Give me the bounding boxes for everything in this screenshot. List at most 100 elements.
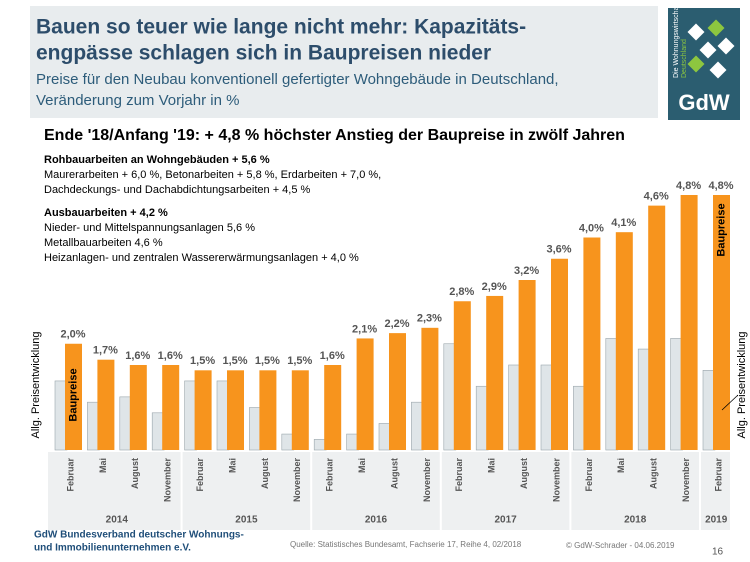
value-label: 4,0% — [579, 222, 604, 234]
logo-square — [687, 55, 705, 73]
bar — [129, 365, 147, 450]
bar — [518, 280, 536, 450]
x-tick-label: Februar — [584, 458, 594, 492]
logo-square — [709, 61, 727, 79]
headline: Ende '18/Anfang '19: + 4,8 % höchster An… — [44, 127, 625, 144]
footer-copyright: © GdW-Schrader - 04.06.2019 — [566, 541, 675, 550]
bar — [259, 370, 277, 450]
x-tick-label: Mai — [227, 458, 237, 473]
bar — [551, 258, 568, 450]
value-label: 1,5% — [255, 355, 280, 367]
bar — [65, 343, 82, 450]
x-tick-label: November — [163, 458, 173, 503]
value-label: 2,8% — [449, 286, 474, 298]
note-heading: Ausbauarbeiten + 4,2 % — [44, 207, 168, 219]
bar — [648, 205, 666, 450]
bar — [162, 365, 180, 450]
year-label: 2019 — [705, 515, 728, 526]
value-label: 1,6% — [320, 350, 345, 362]
x-tick-label: Mai — [616, 458, 626, 473]
bar — [291, 370, 309, 450]
value-label: 3,6% — [546, 244, 571, 256]
bar — [389, 333, 406, 450]
bar — [453, 301, 471, 450]
logo: Die Wohnungswirtschaft Deutschland GdW — [668, 3, 740, 120]
x-tick-label: November — [551, 458, 561, 503]
bar — [97, 359, 115, 450]
logo-square — [717, 37, 735, 55]
logo-square — [699, 41, 717, 59]
year-label: 2017 — [494, 515, 517, 526]
x-tick-label: August — [389, 458, 399, 489]
value-label: 1,6% — [125, 350, 150, 362]
subtitle: Preise für den Neubau konventionell gefe… — [36, 71, 559, 88]
note-line: Dachdeckungs- und Dachabdichtungsarbeite… — [44, 184, 311, 196]
x-tick-label: November — [681, 458, 691, 503]
value-label: 4,1% — [611, 217, 636, 229]
value-label: 1,5% — [222, 355, 247, 367]
footer-org: und Immobilienunternehmen e.V. — [34, 543, 191, 554]
bar — [583, 237, 601, 450]
x-tick-label: November — [292, 458, 302, 503]
year-label: 2014 — [106, 515, 129, 526]
bar — [486, 295, 504, 450]
logo-square — [687, 23, 705, 41]
axis-band — [48, 452, 730, 530]
notes: Rohbauarbeiten an Wohngebäuden + 5,6 % Ma… — [44, 154, 381, 264]
value-label: 1,5% — [190, 355, 215, 367]
title: engpässe schlagen sich in Baupreisen nie… — [36, 42, 491, 65]
bar — [680, 195, 698, 450]
footer-source: Quelle: Statistisches Bundesamt, Fachser… — [290, 540, 522, 549]
value-label: 1,7% — [93, 345, 118, 357]
value-label: 1,6% — [158, 350, 183, 362]
year-label: 2015 — [235, 515, 258, 526]
bar — [615, 232, 633, 450]
legend-pointer — [721, 394, 739, 411]
x-tick-label: August — [519, 458, 529, 489]
value-label: 1,5% — [287, 355, 312, 367]
x-tick-label: Mai — [357, 458, 367, 473]
legend-label: Allg. Preisentwicklung — [30, 332, 42, 439]
value-label: 2,3% — [417, 313, 442, 325]
legend-label: Baupreise — [715, 203, 727, 256]
subtitle: Veränderung zum Vorjahr in % — [36, 92, 239, 109]
bar — [421, 327, 439, 450]
value-label: 2,2% — [384, 318, 409, 330]
value-label: 2,1% — [352, 323, 377, 335]
x-tick-label: Februar — [65, 458, 75, 492]
bar — [324, 365, 342, 450]
legend-label: Allg. Preisentwicklung — [736, 332, 748, 439]
note-line: Maurerarbeiten + 6,0 %, Betonarbeiten + … — [44, 169, 381, 181]
value-label: 2,9% — [482, 281, 507, 293]
x-tick-label: Mai — [487, 458, 497, 473]
logo-name: GdW — [678, 90, 730, 115]
bar — [713, 195, 730, 450]
note-line: Heizanlagen- und zentralen Wassererwärmu… — [44, 252, 359, 264]
value-label: 4,8% — [676, 180, 701, 192]
note-line: Metallbauarbeiten 4,6 % — [44, 237, 163, 249]
legend-label: Baupreise — [67, 368, 79, 421]
header-band — [30, 6, 658, 118]
x-tick-label: August — [260, 458, 270, 489]
footer-org: GdW Bundesverband deutscher Wohnungs- — [34, 530, 244, 541]
value-label: 3,2% — [514, 265, 539, 277]
x-tick-label: Februar — [325, 458, 335, 492]
value-label: 4,8% — [708, 180, 733, 192]
note-line: Nieder- und Mittelspannungsanlagen 5,6 % — [44, 222, 255, 234]
x-tick-label: August — [130, 458, 140, 489]
year-label: 2016 — [365, 515, 388, 526]
logo-tagline: Deutschland — [681, 39, 688, 78]
x-tick-label: August — [649, 458, 659, 489]
year-label: 2018 — [624, 515, 647, 526]
logo-square — [707, 19, 725, 37]
x-tick-label: November — [422, 458, 432, 503]
logo-tagline: Die Wohnungswirtschaft — [673, 3, 680, 78]
title: Bauen so teuer wie lange nicht mehr: Kap… — [36, 16, 526, 39]
bar — [356, 338, 374, 450]
page-number: 16 — [712, 547, 724, 558]
value-label: 4,6% — [644, 191, 669, 203]
x-tick-label: Februar — [713, 458, 723, 492]
x-tick-label: Februar — [195, 458, 205, 492]
bar — [194, 370, 212, 450]
